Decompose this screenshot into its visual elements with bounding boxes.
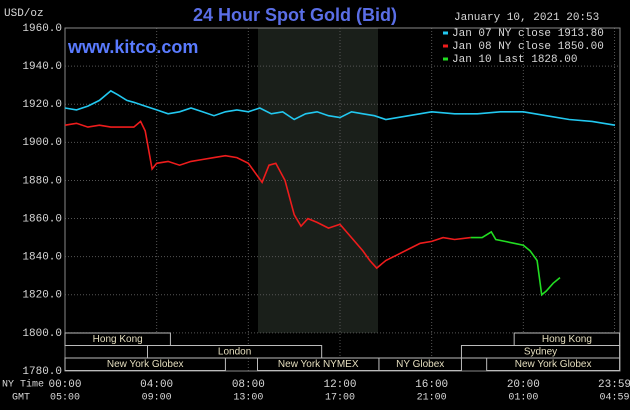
legend-swatch: [443, 31, 448, 35]
x-tick-label: 08:00: [232, 379, 265, 391]
session-bar: [486, 357, 621, 371]
chart-title: 24 Hour Spot Gold (Bid): [193, 5, 397, 25]
x2-tick-label: 21:00: [417, 393, 447, 404]
y-tick-label: 1960.0: [22, 23, 62, 35]
y-tick-label: 1940.0: [22, 61, 62, 73]
x-axis-label: NY Time: [2, 379, 44, 391]
session-bar: [64, 357, 226, 371]
legend-label: Jan 10 Last 1828.00: [452, 54, 577, 66]
x-tick-label: 23:59: [598, 379, 630, 391]
price-line: [470, 230, 561, 297]
x2-tick-label: 17:00: [325, 393, 355, 404]
watermark: www.kitco.com: [67, 37, 198, 57]
y-tick-label: 1900.0: [22, 137, 62, 149]
x2-axis-label: GMT: [12, 393, 30, 404]
x-tick-label: 04:00: [140, 379, 173, 391]
timestamp: January 10, 2021 20:53: [454, 12, 599, 24]
session-label: New York NYMEX: [278, 359, 359, 370]
session-bar: [147, 345, 323, 359]
x2-tick-label: 04:59: [600, 393, 630, 404]
x2-tick-label: 13:00: [233, 393, 263, 404]
session-bar: [64, 332, 171, 346]
legend-label: Jan 08 NY close 1850.00: [452, 41, 604, 53]
session-label: Sydney: [524, 347, 557, 358]
session-label: London: [218, 347, 251, 358]
y-tick-label: 1800.0: [22, 328, 62, 340]
session-label: NY Globex: [396, 359, 444, 370]
x2-tick-label: 01:00: [508, 393, 538, 404]
session-label: Hong Kong: [542, 334, 592, 345]
session-label: New York Globex: [515, 359, 592, 370]
price-line: [64, 120, 471, 270]
x-tick-label: 20:00: [507, 379, 540, 391]
legend-swatch: [443, 57, 448, 61]
x-tick-label: 12:00: [323, 379, 356, 391]
x-tick-label: 16:00: [415, 379, 448, 391]
legend-label: Jan 07 NY close 1913.80: [452, 28, 604, 40]
y-tick-label: 1920.0: [22, 99, 62, 111]
session-label: New York Globex: [107, 359, 184, 370]
legend-swatch: [443, 44, 448, 48]
x-tick-label: 00:00: [48, 379, 81, 391]
x2-tick-label: 05:00: [50, 393, 80, 404]
session-label: Hong Kong: [93, 334, 143, 345]
session-bar: [378, 357, 462, 371]
y-tick-label: 1820.0: [22, 290, 62, 302]
x2-tick-label: 09:00: [142, 393, 172, 404]
y-tick-label: 1780.0: [22, 366, 62, 378]
price-line: [64, 89, 616, 126]
y-tick-label: 1840.0: [22, 252, 62, 264]
y-axis-label: USD/oz: [4, 8, 44, 20]
y-tick-label: 1860.0: [22, 213, 62, 225]
y-tick-label: 1880.0: [22, 175, 62, 187]
